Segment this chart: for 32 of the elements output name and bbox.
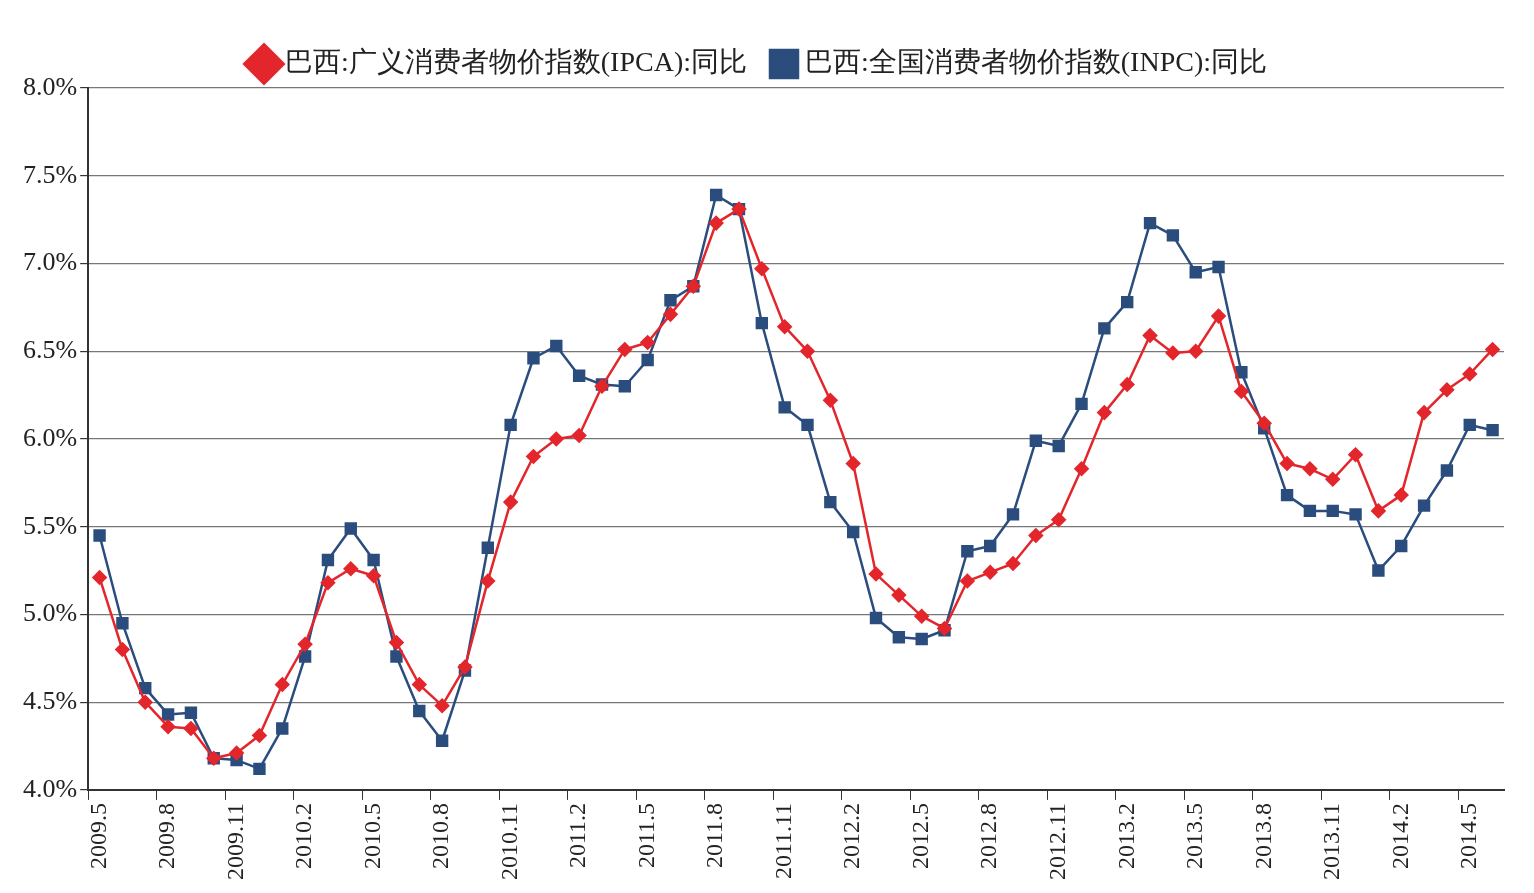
- x-tick-label: 2012.5: [906, 802, 933, 869]
- y-tick-label: 4.5%: [22, 685, 78, 715]
- x-tick-label: 2009.5: [84, 802, 111, 869]
- x-tick-label: 2012.11: [1043, 802, 1070, 880]
- x-tick-label: 2013.11: [1318, 802, 1345, 880]
- x-tick-label: 2010.8: [427, 802, 454, 869]
- x-tick-label: 2013.5: [1181, 802, 1208, 869]
- y-tick-label: 5.0%: [22, 598, 78, 628]
- x-tick-label: 2009.8: [153, 802, 180, 869]
- legend-label: 巴西:全国消费者物价指数(INPC):同比: [805, 46, 1267, 78]
- x-tick-label: 2011.8: [701, 802, 728, 868]
- x-tick-label: 2009.11: [221, 802, 248, 880]
- y-tick-label: 6.5%: [22, 335, 78, 365]
- x-tick-label: 2010.2: [290, 802, 317, 869]
- y-tick-label: 8.0%: [22, 71, 78, 101]
- y-tick-label: 5.5%: [22, 510, 78, 540]
- x-tick-label: 2014.2: [1386, 802, 1413, 869]
- x-tick-label: 2011.5: [632, 802, 659, 868]
- x-tick-label: 2010.5: [358, 802, 385, 869]
- y-tick-label: 7.5%: [22, 159, 78, 189]
- x-tick-label: 2011.2: [564, 802, 591, 868]
- y-tick-label: 4.0%: [22, 773, 78, 803]
- x-tick-label: 2010.11: [495, 802, 522, 880]
- x-tick-label: 2012.8: [975, 802, 1002, 869]
- x-tick-label: 2012.2: [838, 802, 865, 869]
- x-tick-label: 2014.5: [1455, 802, 1482, 869]
- y-tick-label: 7.0%: [22, 247, 78, 277]
- x-tick-label: 2013.8: [1249, 802, 1276, 869]
- legend-label: 巴西:广义消费者物价指数(IPCA):同比: [285, 46, 747, 78]
- x-tick-label: 2011.11: [769, 802, 796, 880]
- y-tick-label: 6.0%: [22, 422, 78, 452]
- x-tick-label: 2013.2: [1112, 802, 1139, 869]
